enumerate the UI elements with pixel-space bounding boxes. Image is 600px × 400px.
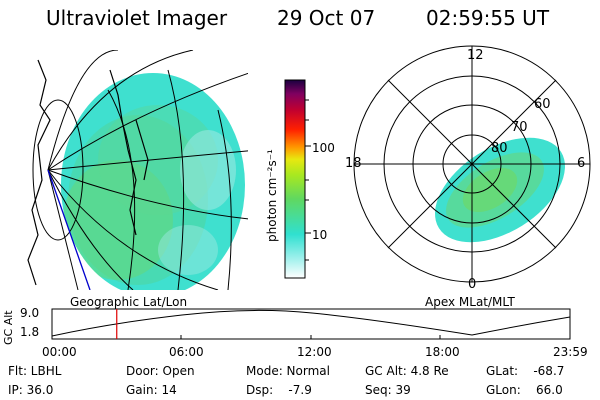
colorbar-unit-label: photon cm⁻²s⁻¹ — [265, 149, 279, 242]
polar-grid — [353, 45, 591, 283]
mlt-label-0: 0 — [468, 277, 477, 292]
status-ip: IP: 36.0 — [8, 383, 54, 397]
mlt-label-6: 6 — [577, 156, 586, 171]
altitude-ytick-high: 9.0 — [20, 306, 40, 320]
altitude-ytick-low: 1.8 — [20, 325, 40, 339]
mlt-label-18: 18 — [345, 156, 362, 171]
xtick-1200: 12:00 — [297, 345, 332, 359]
status-seq: Seq: 39 — [365, 383, 411, 397]
status-glat: GLat: -68.7 — [486, 364, 565, 378]
coastlines — [27, 59, 149, 286]
colorbar-tick-100: 100 — [312, 141, 335, 155]
polar-aurora — [435, 137, 565, 243]
observation-date: 29 Oct 07 — [277, 6, 376, 30]
lat-label-70: 70 — [511, 120, 528, 135]
geographic-label: Geographic Lat/Lon — [70, 295, 188, 309]
status-mode: Mode: Normal — [246, 364, 330, 378]
altitude-strip-chart — [51, 308, 571, 340]
lat-label-80: 80 — [491, 141, 508, 156]
polar-plot — [353, 45, 591, 283]
status-gc-alt: GC Alt: 4.8 Re — [365, 364, 449, 378]
xtick-1800: 18:00 — [425, 345, 460, 359]
mlt-label-12: 12 — [467, 48, 484, 63]
geographic-map — [27, 50, 248, 290]
colorbar-tick-10: 10 — [312, 228, 328, 242]
orbit-track-line — [47, 169, 91, 290]
apex-label: Apex MLat/MLT — [425, 295, 515, 309]
status-flt: Flt: LBHL — [8, 364, 62, 378]
instrument-title: Ultraviolet Imager — [46, 6, 228, 30]
intensity-colorbar — [284, 79, 311, 279]
xtick-2359: 23:59 — [553, 345, 588, 359]
geo-grid-lines — [32, 50, 248, 290]
observation-time: 02:59:55 UT — [426, 6, 550, 30]
altitude-ylabel: GC Alt — [2, 310, 15, 345]
status-glon: GLon: 66.0 — [486, 383, 563, 397]
status-gain: Gain: 14 — [126, 383, 177, 397]
altitude-curve — [51, 309, 571, 337]
status-door: Door: Open — [126, 364, 195, 378]
xtick-0000: 00:00 — [42, 345, 77, 359]
lat-label-60: 60 — [534, 97, 551, 112]
status-dsp: Dsp: -7.9 — [246, 383, 312, 397]
xtick-0600: 06:00 — [169, 345, 204, 359]
